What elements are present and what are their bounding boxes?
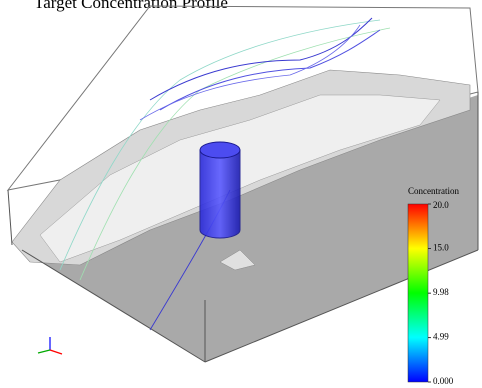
colorbar-tick-label: 9.98 <box>433 287 449 297</box>
colorbar-title: Concentration <box>408 186 459 196</box>
colorbar-tick-label: 0.000 <box>433 376 454 386</box>
colorbar-tick-label: 4.99 <box>433 332 449 342</box>
visualization: Target Concentration Profile Concentrati… <box>0 0 482 388</box>
scene <box>8 6 478 362</box>
colorbar <box>408 204 428 382</box>
colorbar-tick-label: 15.0 <box>433 243 449 253</box>
colorbar-tick-label: 20.0 <box>433 200 449 210</box>
axes-triad <box>38 337 62 354</box>
